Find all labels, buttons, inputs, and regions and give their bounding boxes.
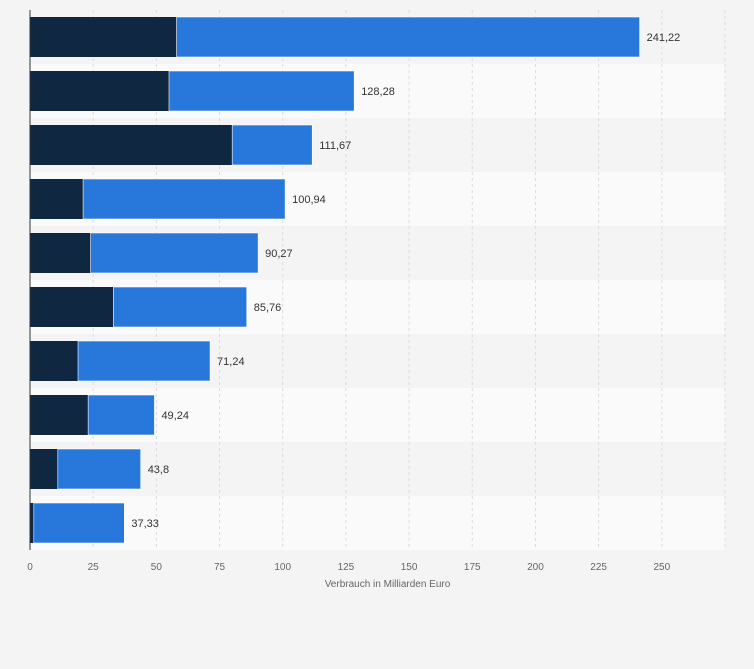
x-tick-label: 175: [464, 562, 481, 573]
x-axis-ticks: 0 25 50 75 100 125 150 175 200 225 250: [27, 562, 670, 573]
value-label: 49,24: [161, 410, 189, 422]
bar-segment: [30, 125, 233, 165]
bar-segment: [30, 71, 169, 111]
bar-segment: [30, 17, 177, 57]
x-tick-label: 0: [27, 562, 33, 573]
bar-segment: [176, 16, 640, 58]
value-label: 241,22: [647, 32, 681, 44]
bar-segment: [87, 394, 155, 436]
value-label: 111,67: [319, 140, 351, 152]
row-band: [30, 496, 725, 550]
bar-segment: [168, 70, 355, 112]
value-labels: 241,22 128,28 111,67 100,94 90,27 85,76 71,24 4…: [131, 32, 680, 530]
bar-segment: [30, 287, 114, 327]
bar-segment: [231, 124, 313, 166]
bar-segment: [113, 286, 248, 328]
x-tick-label: 250: [653, 562, 670, 573]
x-tick-label: 125: [338, 562, 355, 573]
x-tick-label: 50: [151, 562, 163, 573]
bar-segment: [33, 502, 125, 544]
bar-segment: [57, 448, 141, 490]
x-tick-label: 75: [214, 562, 226, 573]
bar-segment: [30, 179, 84, 219]
value-label: 90,27: [265, 248, 293, 260]
value-label: 100,94: [292, 194, 326, 206]
value-label: 85,76: [254, 302, 282, 314]
bars: [30, 16, 640, 544]
bar-segment: [30, 449, 58, 489]
x-axis-title: Verbrauch in Milliarden Euro: [325, 579, 451, 590]
bar-segment: [30, 395, 89, 435]
x-tick-label: 225: [590, 562, 607, 573]
x-tick-label: 100: [274, 562, 291, 573]
value-label: 37,33: [131, 518, 159, 530]
x-tick-label: 200: [527, 562, 544, 573]
bar-segment: [77, 340, 211, 382]
x-tick-label: 150: [401, 562, 418, 573]
bar-segment: [30, 503, 34, 543]
x-tick-label: 25: [88, 562, 100, 573]
value-label: 71,24: [217, 356, 245, 368]
bar-segment: [82, 178, 286, 220]
value-label: 128,28: [361, 86, 395, 98]
value-label: 43,8: [148, 464, 169, 476]
bar-segment: [90, 232, 259, 274]
row-band: [30, 442, 725, 496]
bar-segment: [30, 233, 91, 273]
bar-segment: [30, 341, 79, 381]
